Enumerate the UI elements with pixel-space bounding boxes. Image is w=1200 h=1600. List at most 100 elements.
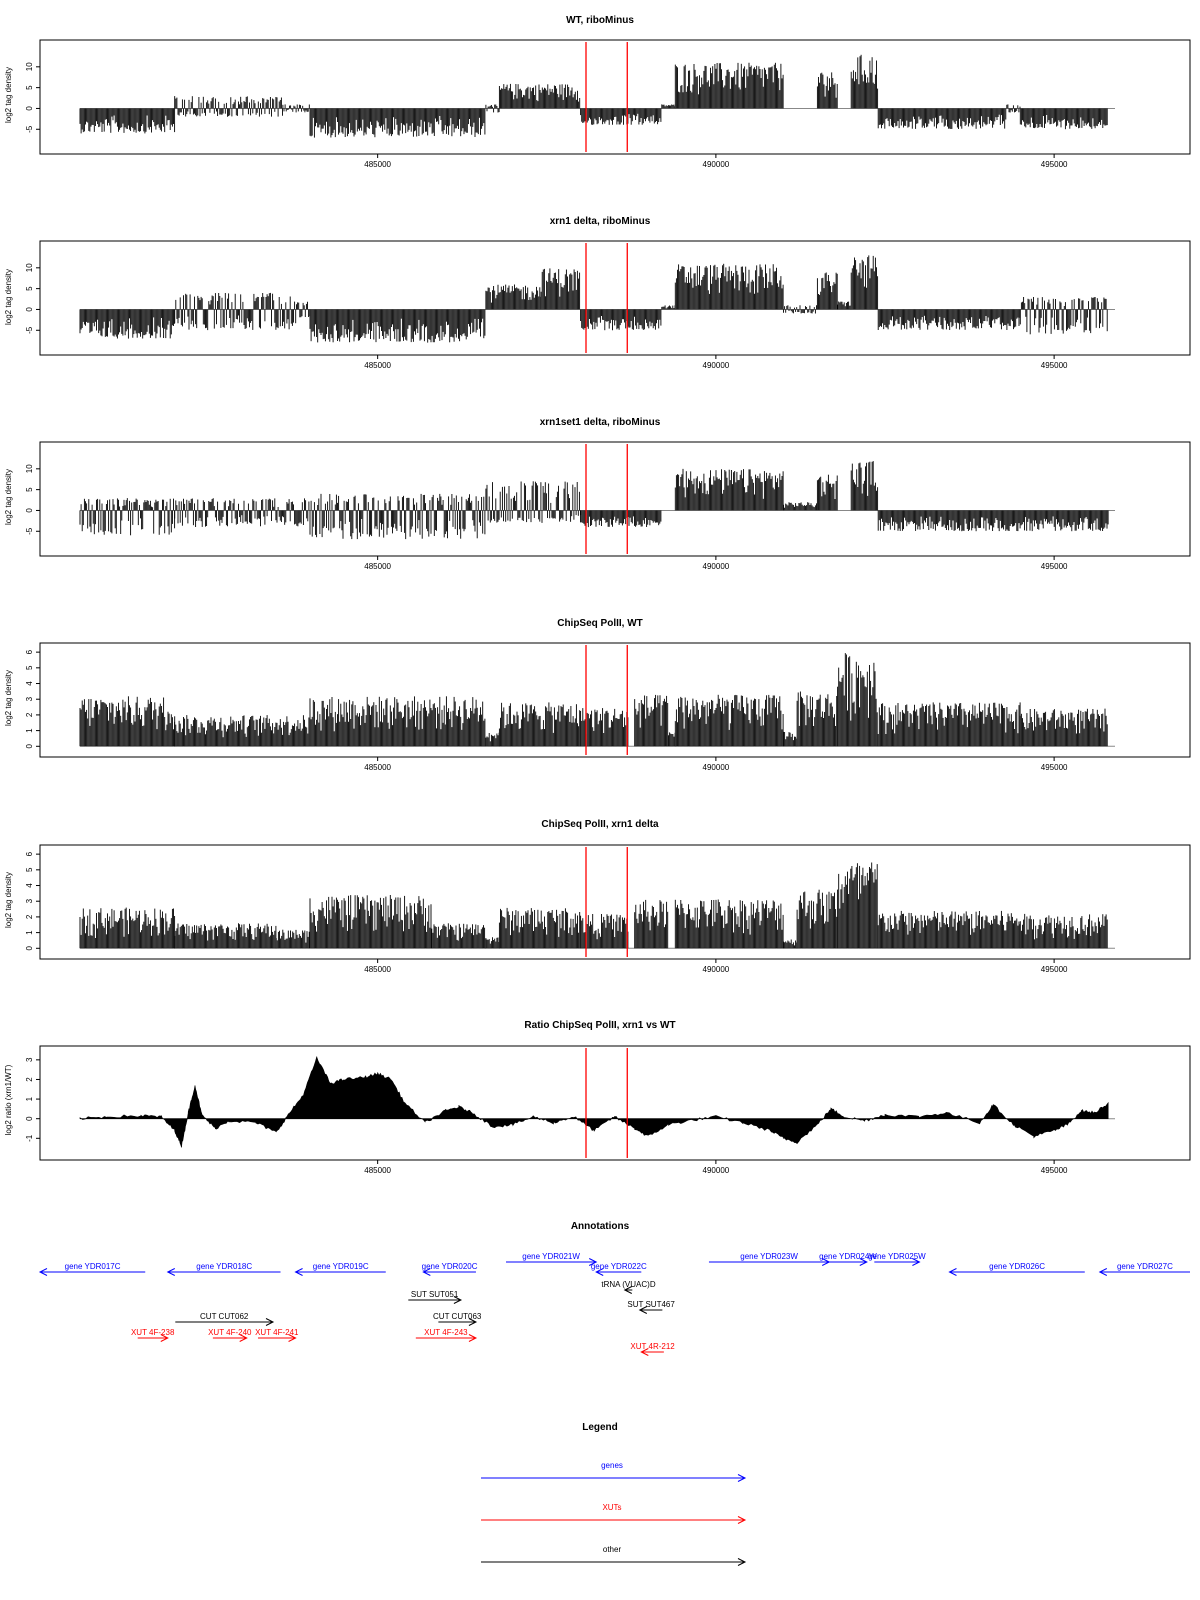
y-tick-label: 1 <box>25 1096 34 1101</box>
feature-label: gene YDR026C <box>989 1262 1045 1271</box>
feature-label: gene YDR017C <box>65 1262 121 1271</box>
feature-gene-ydr025w: gene YDR025W <box>868 1252 926 1266</box>
x-tick-label: 495000 <box>1041 361 1068 370</box>
x-tick-label: 490000 <box>703 160 730 169</box>
bar-segment <box>79 907 176 949</box>
y-axis-label: log2 tag density <box>4 67 13 123</box>
y-tick-label: 5 <box>25 665 34 670</box>
bar-segment <box>837 653 878 747</box>
bar-segment <box>1019 108 1108 130</box>
bar-segment <box>850 54 879 109</box>
feature-label: tRNA (VUAC)D <box>601 1280 655 1289</box>
legend-title: Legend <box>582 1422 618 1433</box>
bar-segment <box>661 104 676 109</box>
feature-label: XUT 4R-212 <box>630 1342 675 1351</box>
bar-segment <box>580 309 662 331</box>
arrowhead-icon <box>265 1318 275 1326</box>
feature-label: XUT 4F-241 <box>255 1328 299 1337</box>
plot-frame <box>39 240 1191 356</box>
feature-gene-ydr021w: gene YDR021W <box>506 1252 598 1266</box>
bar-segment <box>877 510 1109 532</box>
feature-gene-ydr022c: gene YDR022C <box>591 1262 647 1276</box>
bar-segment <box>431 923 487 949</box>
feature-label: XUT 4F-243 <box>424 1328 468 1337</box>
bar-segment <box>485 732 500 747</box>
feature-label: gene YDR019C <box>313 1262 369 1271</box>
y-tick-label: 3 <box>25 898 34 903</box>
feature-sut-sut467: SUT SUT467 <box>627 1300 675 1314</box>
arrowhead-icon <box>294 1268 303 1276</box>
bar-segment <box>79 309 176 339</box>
arrowhead-icon <box>640 1348 649 1356</box>
bar-segment <box>1019 708 1108 747</box>
panel-title: Ratio ChipSeq PolII, xrn1 vs WT <box>524 1020 675 1031</box>
y-axis-label: log2 tag density <box>4 269 13 325</box>
feature-label: gene YDR021W <box>522 1252 580 1261</box>
bar-segment <box>783 502 817 511</box>
arrowhead-icon <box>588 1258 598 1266</box>
feature-xut-4f-241: XUT 4F-241 <box>255 1328 299 1342</box>
bar-segment <box>309 493 486 540</box>
bar-segment <box>783 305 817 314</box>
bar-segment <box>309 108 486 138</box>
x-tick-label: 490000 <box>703 562 730 571</box>
bar-segment <box>850 461 879 511</box>
axes-layer: 0 1 2 3 4 5 6 485000 490000 495000 <box>25 649 1068 772</box>
bar-segment <box>485 937 500 949</box>
bar-segment <box>661 305 676 310</box>
plot-frame <box>39 441 1191 557</box>
legend-item-genes: genes <box>481 1461 747 1482</box>
panel-chipseq-xrn1: ChipSeq PolII, xrn1 delta log2 tag densi… <box>4 819 1191 974</box>
bar-segment <box>174 715 310 747</box>
x-tick-label: 490000 <box>703 1166 730 1175</box>
feature-gene-ydr023w: gene YDR023W <box>708 1252 831 1266</box>
bar-segment <box>674 62 784 109</box>
arrowhead-icon <box>623 1286 632 1294</box>
y-tick-label: 4 <box>25 681 34 686</box>
y-tick-label: 0 <box>25 508 34 513</box>
panel-title: ChipSeq PolII, WT <box>557 618 643 629</box>
y-tick-label: 0 <box>25 1116 34 1121</box>
panel-wt-ribominus: WT, riboMinus log2 tag density -5 0 5 10 485… <box>4 15 1191 169</box>
bar-segment <box>634 899 669 949</box>
arrowhead-icon <box>468 1318 478 1326</box>
y-tick-label: 1 <box>25 728 34 733</box>
plot-frame <box>39 39 1191 155</box>
panel-xrn1set1-ribominus: xrn1set1 delta, riboMinus log2 tag densi… <box>4 417 1191 571</box>
feature-label: CUT CUT062 <box>200 1312 249 1321</box>
annotation-features: gene YDR017C gene YDR018C gene YDR019C gene… <box>38 1252 1190 1356</box>
feature-label: XUT 4F-238 <box>131 1328 175 1337</box>
x-tick-label: 490000 <box>703 965 730 974</box>
plot-frame <box>39 642 1191 758</box>
x-tick-label: 495000 <box>1041 763 1068 772</box>
feature-sut-sut051: SUT SUT051 <box>408 1290 463 1304</box>
bar-segment <box>674 263 784 310</box>
x-tick-label: 485000 <box>364 965 391 974</box>
bar-segment <box>498 907 581 949</box>
y-tick-label: 10 <box>25 464 34 473</box>
axes-layer: -5 0 5 10 485000 490000 495000 <box>25 62 1068 169</box>
bar-segment <box>309 895 432 949</box>
arrowhead-icon <box>160 1334 169 1342</box>
arrowhead-icon <box>422 1268 431 1276</box>
bar-segment <box>877 108 1007 129</box>
bars-layer <box>79 645 1115 755</box>
axes-layer: -1 0 1 2 3 485000 490000 495000 <box>25 1057 1068 1175</box>
bar-segment <box>796 889 838 949</box>
bar-segment <box>485 284 541 310</box>
x-tick-label: 490000 <box>703 361 730 370</box>
arrowhead-icon <box>38 1268 48 1276</box>
bar-segment <box>580 510 662 528</box>
bar-segment <box>309 696 486 747</box>
bar-segment <box>816 72 838 109</box>
plot-frame <box>39 844 1191 960</box>
feature-xut-4r-212: XUT 4R-212 <box>630 1342 675 1356</box>
feature-label: XUT 4F-240 <box>208 1328 252 1337</box>
y-tick-label: 6 <box>25 851 34 856</box>
bar-segment <box>282 104 310 113</box>
bar-segment <box>580 914 629 949</box>
x-tick-label: 495000 <box>1041 1166 1068 1175</box>
arrowhead-icon <box>166 1268 176 1276</box>
